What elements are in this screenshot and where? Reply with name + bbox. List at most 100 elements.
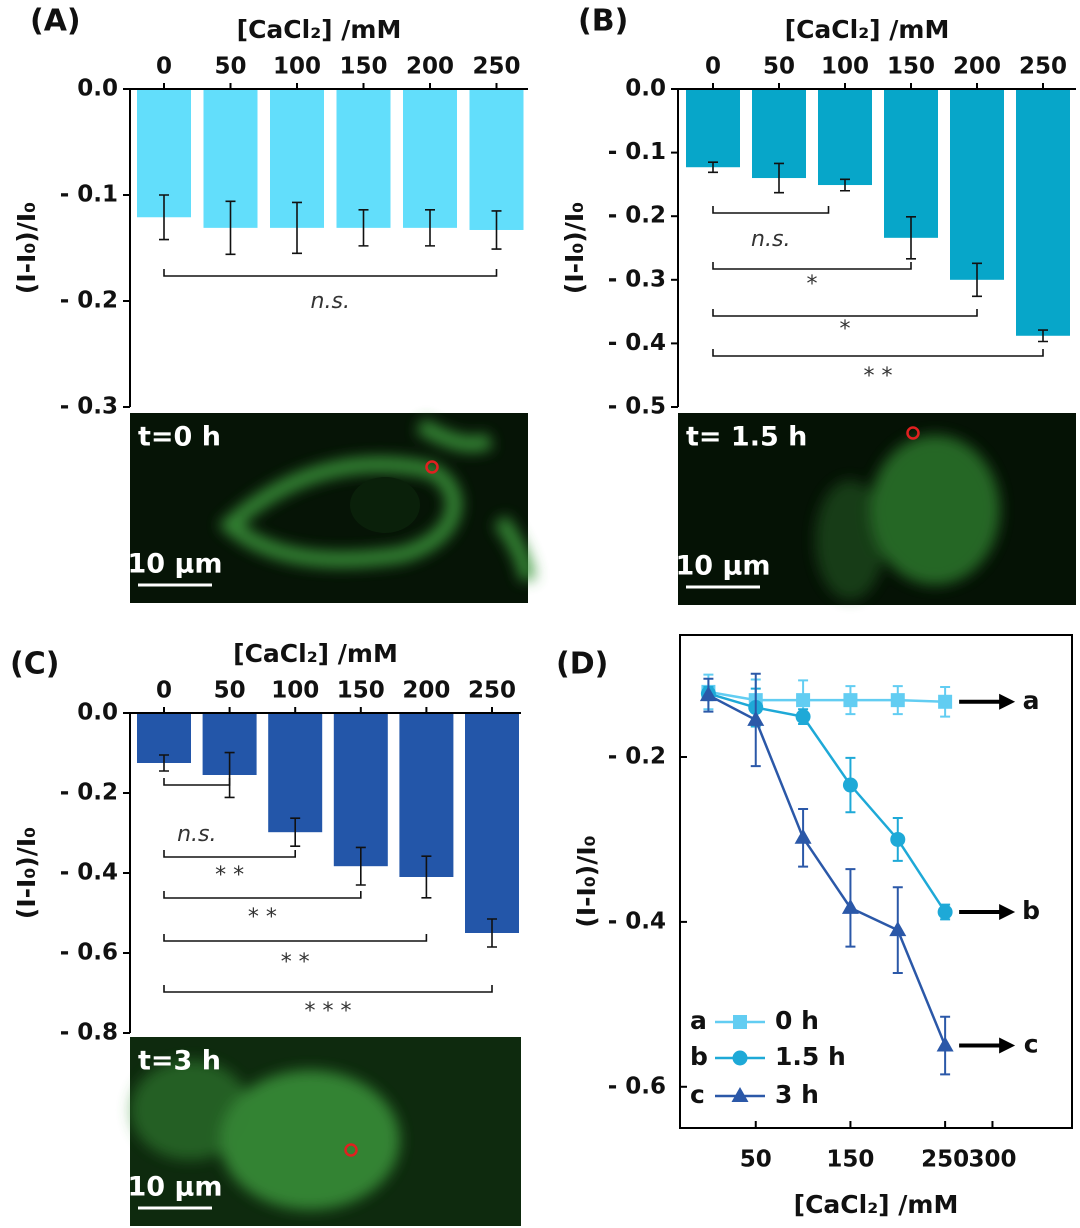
bar (465, 713, 519, 933)
marker-circle (890, 831, 906, 847)
marker-circle (842, 777, 858, 793)
significance-label: * * (281, 950, 310, 975)
significance-label: * * (864, 364, 893, 389)
region-marker (906, 426, 920, 440)
significance-bracket (712, 349, 1044, 357)
significance-label: * * (215, 863, 244, 888)
end-label: a (1023, 686, 1040, 715)
x-tick-label: 0 (156, 54, 172, 80)
legend-letter: b (690, 1042, 708, 1071)
significance-bracket (163, 269, 498, 277)
micrograph-a (130, 413, 536, 603)
bar (333, 713, 388, 867)
x-tick-label: 50 (740, 1147, 772, 1173)
bar (818, 89, 872, 186)
significance-bracket (712, 309, 978, 317)
significance-label: * (807, 272, 818, 297)
significance-label: n.s. (177, 822, 216, 847)
bar (268, 713, 323, 833)
marker-triangle (889, 921, 907, 937)
x-tick-label: 250 (1019, 54, 1067, 80)
x-tick-label: 150 (826, 1147, 874, 1173)
y-tick-label: - 0.2 (60, 780, 118, 806)
significance-bracket (163, 891, 362, 899)
error-bar (972, 262, 982, 298)
marker-square (796, 693, 811, 708)
marker-circle (795, 709, 811, 725)
y-tick-label: - 0.3 (608, 266, 666, 292)
error-bar (421, 855, 432, 899)
x-tick-label: 100 (271, 678, 319, 704)
y-axis-title: (I-I₀)/I₀ (12, 827, 41, 919)
y-tick-label: - 0.8 (60, 1020, 118, 1046)
significance-bracket (712, 262, 912, 270)
scale-bar-label: 10 μm (128, 549, 223, 580)
series-line (707, 694, 947, 1047)
y-tick-label: - 0.4 (608, 330, 666, 356)
legend-letter: c (690, 1080, 705, 1109)
y-tick-label: - 0.6 (60, 940, 118, 966)
significance-label: n.s. (311, 289, 350, 314)
error-bar (487, 918, 497, 948)
x-tick-label: 150 (337, 678, 385, 704)
y-axis-title: (I-I₀)/I₀ (12, 202, 41, 294)
y-tick-label: 0.0 (77, 700, 118, 726)
error-bar (840, 178, 850, 192)
legend-label: 1.5 h (775, 1042, 846, 1071)
y-tick-label: - 0.3 (60, 394, 118, 420)
error-bar (906, 216, 916, 260)
y-tick-label: 0.0 (77, 76, 118, 102)
bar (950, 89, 1004, 280)
y-tick-label: - 0.1 (60, 182, 118, 208)
y-tick-label: - 0.6 (608, 1073, 666, 1099)
x-tick-label: 100 (273, 54, 321, 80)
x-tick-label: 200 (953, 54, 1001, 80)
significance-label: * * * (305, 999, 352, 1024)
x-axis-title: [CaCl₂] /mM (794, 1190, 959, 1219)
y-tick-label: - 0.4 (608, 908, 666, 934)
error-bar (708, 161, 718, 174)
y-tick-label: - 0.2 (608, 744, 666, 770)
scale-bar-label: 10 μm (128, 1172, 223, 1203)
marker-square (733, 1015, 747, 1029)
error-bar (290, 817, 301, 847)
bar (336, 89, 391, 228)
marker-triangle (794, 828, 812, 844)
significance-bracket (163, 985, 493, 993)
error-bar (358, 209, 369, 247)
y-tick-label: - 0.1 (608, 139, 666, 165)
significance-label: * (840, 317, 851, 342)
marker-triangle (699, 686, 717, 702)
y-tick-label: - 0.2 (608, 203, 666, 229)
legend-label: 3 h (775, 1080, 819, 1109)
error-bar (292, 201, 302, 255)
region-marker (425, 460, 439, 474)
bar (884, 89, 938, 238)
y-axis-title: (I-I₀)/I₀ (560, 202, 589, 294)
y-tick-label: - 0.5 (608, 394, 666, 420)
y-axis-title: (I-I₀)/I₀ (572, 835, 601, 927)
significance-label: n.s. (751, 227, 790, 252)
axis (129, 88, 528, 407)
image-time-label: t=3 h (138, 1046, 221, 1077)
marker-triangle (731, 1087, 749, 1102)
x-tick-label: 200 (406, 54, 454, 80)
micrograph-c (130, 1037, 521, 1226)
marker-triangle (841, 898, 859, 914)
legend-label: 0 h (775, 1006, 819, 1035)
x-tick-label: 50 (763, 54, 795, 80)
y-tick-label: 0.0 (625, 76, 666, 102)
x-axis-title: [CaCl₂] /mM (233, 639, 398, 668)
bar (399, 713, 454, 877)
panel-label: (C) (10, 647, 59, 682)
series-line (708, 690, 946, 704)
micrograph-b (678, 413, 1076, 605)
image-time-label: t=0 h (138, 422, 221, 453)
error-bar (355, 846, 366, 886)
end-arrow-head (999, 693, 1016, 710)
significance-bracket (163, 934, 428, 942)
marker-triangle (936, 1036, 954, 1052)
axis (677, 88, 1076, 407)
end-label: b (1022, 896, 1040, 925)
scale-bar-label: 10 μm (676, 551, 771, 582)
